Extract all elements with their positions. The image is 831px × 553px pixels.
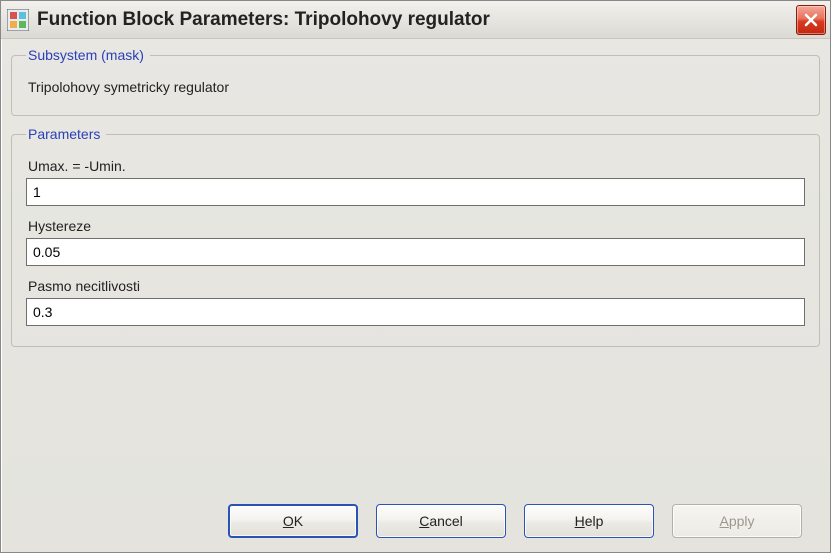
cancel-button[interactable]: Cancel [376, 504, 506, 538]
subsystem-mask-group: Subsystem (mask) Tripolohovy symetricky … [11, 47, 820, 116]
param-label-hystereze: Hystereze [28, 218, 805, 234]
subsystem-mask-legend: Subsystem (mask) [26, 47, 150, 63]
param-label-pasmo: Pasmo necitlivosti [28, 278, 805, 294]
apply-button: Apply [672, 504, 802, 538]
button-row: OK Cancel Help Apply [228, 504, 802, 538]
dialog-content: Subsystem (mask) Tripolohovy symetricky … [1, 39, 830, 347]
close-button[interactable] [796, 5, 826, 35]
subsystem-description: Tripolohovy symetricky regulator [26, 73, 805, 101]
parameters-group: Parameters Umax. = -Umin. Hystereze Pasm… [11, 126, 820, 347]
parameters-legend: Parameters [26, 126, 106, 142]
close-icon [804, 13, 818, 27]
dialog-window: Function Block Parameters: Tripolohovy r… [0, 0, 831, 553]
help-button[interactable]: Help [524, 504, 654, 538]
param-input-hystereze[interactable] [26, 238, 805, 266]
titlebar: Function Block Parameters: Tripolohovy r… [1, 1, 830, 39]
param-label-umax: Umax. = -Umin. [28, 158, 805, 174]
ok-button[interactable]: OK [228, 504, 358, 538]
app-icon [7, 9, 29, 31]
param-input-pasmo[interactable] [26, 298, 805, 326]
param-input-umax[interactable] [26, 178, 805, 206]
window-title: Function Block Parameters: Tripolohovy r… [37, 9, 490, 31]
